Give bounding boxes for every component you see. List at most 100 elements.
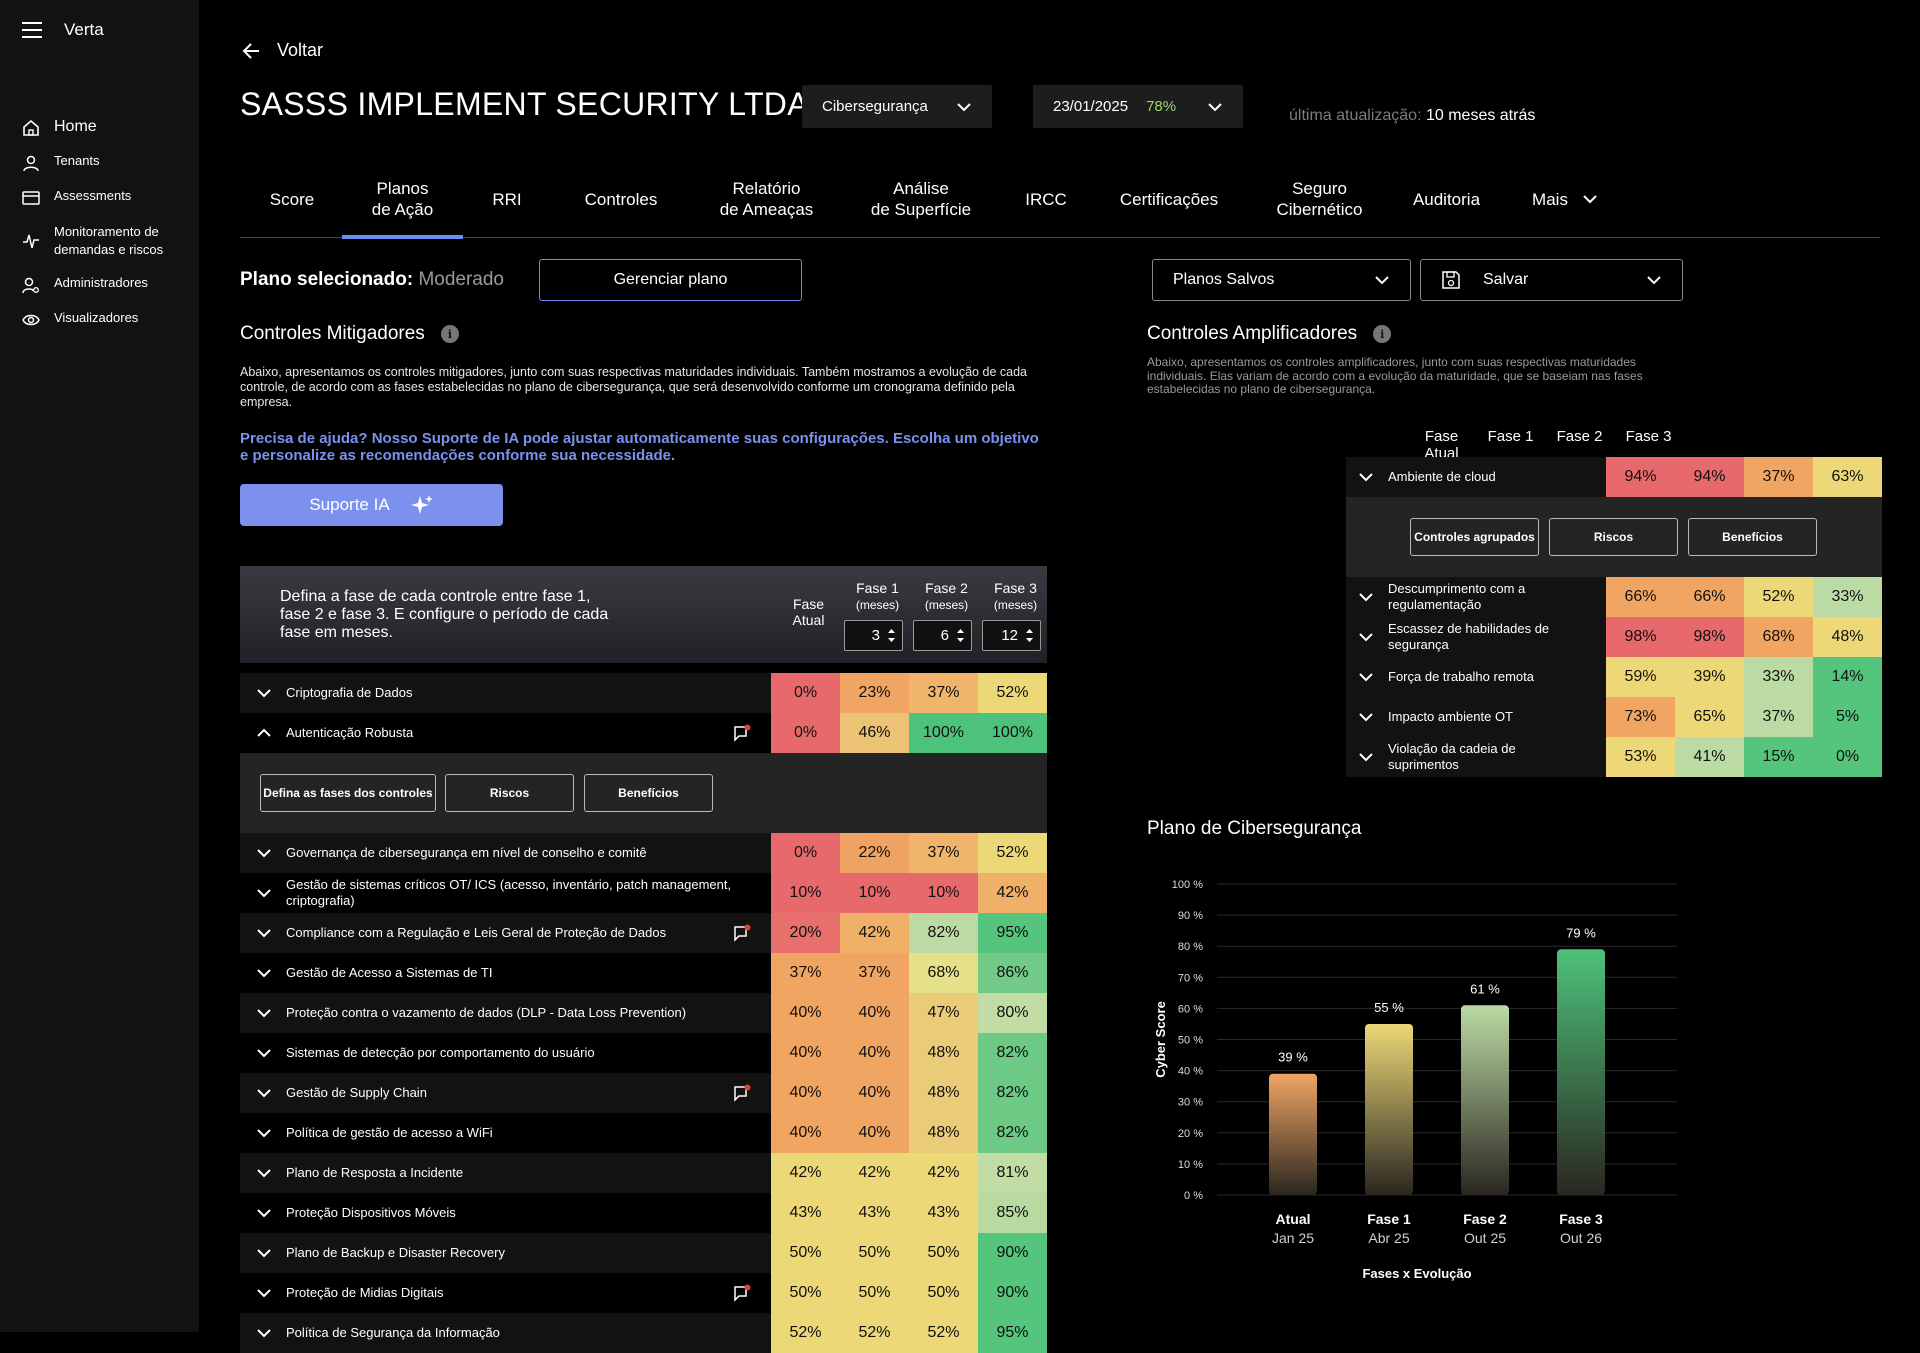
- maturity-cell: 40%: [771, 1033, 840, 1073]
- category-dropdown[interactable]: Cibersegurança: [802, 85, 992, 128]
- manage-plan-button[interactable]: Gerenciar plano: [539, 259, 802, 301]
- table-row[interactable]: Proteção Dispositivos Móveis 43% 43% 43% 85%: [240, 1193, 1047, 1233]
- chevron-down-icon[interactable]: [256, 1085, 272, 1101]
- table-row[interactable]: Autenticação Robusta 0% 46% 100% 100%: [240, 713, 1047, 753]
- tab-3[interactable]: Controles: [550, 160, 692, 238]
- row-label-cell: Proteção de Midias Digitais: [240, 1273, 771, 1313]
- chevron-down-icon[interactable]: [256, 1325, 272, 1341]
- chevron-down-icon[interactable]: [1358, 469, 1374, 485]
- table-row[interactable]: Gestão de Acesso a Sistemas de TI 37% 37% 6…: [240, 953, 1047, 993]
- fase-2-months-stepper[interactable]: 6: [913, 620, 972, 651]
- tab-9[interactable]: Auditoria: [1390, 160, 1503, 238]
- sidebar-item-home[interactable]: Home: [0, 118, 199, 153]
- table-row[interactable]: Plano de Resposta a Incidente 42% 42% 42% 81…: [240, 1153, 1047, 1193]
- chevron-down-icon[interactable]: [1358, 629, 1374, 645]
- chevron-up-icon[interactable]: [256, 725, 272, 741]
- table-row[interactable]: Sistemas de detecção por comportamento d…: [240, 1033, 1047, 1073]
- amp-table-row[interactable]: Impacto ambiente OT 73% 65% 37% 5%: [1346, 697, 1882, 737]
- risks-button[interactable]: Riscos: [445, 774, 574, 812]
- chevron-down-icon[interactable]: [1358, 669, 1374, 685]
- grouped-controls-button[interactable]: Controles agrupados: [1410, 518, 1539, 556]
- chevron-down-icon[interactable]: [1358, 709, 1374, 725]
- amp-table-row[interactable]: Violação da cadeia de suprimentos 53% 41% 1…: [1346, 737, 1882, 777]
- table-row[interactable]: Política de gestão de acesso a WiFi 40% 40…: [240, 1113, 1047, 1153]
- date-dropdown[interactable]: 23/01/2025 78%: [1033, 85, 1243, 128]
- maturity-cell: 85%: [978, 1193, 1047, 1233]
- amp-table-row[interactable]: Ambiente de cloud 94% 94% 37% 63%: [1346, 457, 1882, 497]
- saved-plans-dropdown[interactable]: Planos Salvos: [1152, 259, 1411, 301]
- sidebar-item-administradores[interactable]: Administradores: [0, 275, 199, 310]
- table-row[interactable]: Proteção de Midias Digitais 50% 50% 50% 90%: [240, 1273, 1047, 1313]
- sidebar-item-assessments[interactable]: Assessments: [0, 188, 199, 223]
- benefits-button[interactable]: Benefícios: [584, 774, 713, 812]
- maturity-cell: 5%: [1813, 697, 1882, 737]
- bar-fase-3[interactable]: [1557, 949, 1605, 1195]
- amp-table-row[interactable]: Descumprimento com a regulamentação 66% 66…: [1346, 577, 1882, 617]
- tab-1[interactable]: Planos de Ação: [342, 160, 463, 239]
- amp-table-row[interactable]: Escassez de habilidades de segurança 98% 9…: [1346, 617, 1882, 657]
- bar-fase-1[interactable]: [1365, 1023, 1413, 1195]
- sidebar-item-visualizadores[interactable]: Visualizadores: [0, 310, 199, 345]
- tab-10[interactable]: Mais: [1510, 160, 1620, 238]
- stepper-arrows-icon[interactable]: [956, 627, 965, 644]
- tab-2[interactable]: RRI: [472, 160, 542, 238]
- tab-0[interactable]: Score: [240, 160, 344, 238]
- chevron-down-icon[interactable]: [256, 885, 272, 901]
- bar-fase-2[interactable]: [1461, 1005, 1509, 1195]
- back-button[interactable]: Voltar: [241, 40, 323, 61]
- table-row[interactable]: Política de Segurança da Informação 52% 52…: [240, 1313, 1047, 1353]
- tab-7[interactable]: Certificações: [1100, 160, 1238, 238]
- define-phases-button[interactable]: Defina as fases dos controles: [260, 774, 436, 812]
- bar-atual[interactable]: [1269, 1073, 1317, 1195]
- table-row[interactable]: Gestão de sistemas críticos OT/ ICS (ace…: [240, 873, 1047, 913]
- chevron-down-icon[interactable]: [256, 685, 272, 701]
- amp-benefits-button[interactable]: Benefícios: [1688, 518, 1817, 556]
- chevron-down-icon[interactable]: [256, 965, 272, 981]
- stepper-arrows-icon[interactable]: [887, 627, 896, 644]
- hamburger-menu-icon[interactable]: [22, 22, 42, 38]
- chevron-down-icon[interactable]: [256, 925, 272, 941]
- table-row[interactable]: Criptografia de Dados 0% 23% 37% 52%: [240, 673, 1047, 713]
- amp-risks-button[interactable]: Riscos: [1549, 518, 1678, 556]
- tab-6[interactable]: IRCC: [1006, 160, 1086, 238]
- tab-4[interactable]: Relatório de Ameaças: [698, 160, 835, 238]
- chevron-down-icon[interactable]: [256, 1285, 272, 1301]
- fase-1-months-stepper[interactable]: 3: [844, 620, 903, 651]
- info-icon[interactable]: i: [440, 325, 459, 343]
- table-row[interactable]: Governança de cibersegurança em nível de…: [240, 833, 1047, 873]
- table-row[interactable]: Proteção contra o vazamento de dados (DL…: [240, 993, 1047, 1033]
- chevron-down-icon[interactable]: [256, 845, 272, 861]
- x-category-label: Fase 1: [1367, 1211, 1411, 1227]
- table-row[interactable]: Plano de Backup e Disaster Recovery 50% 50…: [240, 1233, 1047, 1273]
- chevron-down-icon[interactable]: [256, 1245, 272, 1261]
- table-row[interactable]: Compliance com a Regulação e Leis Geral …: [240, 913, 1047, 953]
- fase-3-months-stepper[interactable]: 12: [982, 620, 1041, 651]
- save-dropdown[interactable]: Salvar: [1420, 259, 1683, 301]
- comment-notification-icon[interactable]: [733, 1284, 751, 1302]
- selected-plan-value: Moderado: [418, 269, 504, 290]
- chevron-down-icon[interactable]: [256, 1005, 272, 1021]
- comment-notification-icon[interactable]: [733, 724, 751, 742]
- app-logo[interactable]: Verta: [64, 20, 104, 39]
- chevron-down-icon[interactable]: [256, 1165, 272, 1181]
- stepper-arrows-icon[interactable]: [1025, 627, 1034, 644]
- sidebar-item-tenants[interactable]: Tenants: [0, 153, 199, 188]
- col-label: Fase 2: [925, 580, 968, 596]
- row-label-cell: Violação da cadeia de suprimentos: [1346, 737, 1606, 777]
- tab-8[interactable]: Seguro Cibernético: [1255, 160, 1384, 238]
- ai-support-button[interactable]: Suporte IA: [240, 484, 503, 526]
- chevron-down-icon[interactable]: [1358, 589, 1374, 605]
- chevron-down-icon[interactable]: [1358, 749, 1374, 765]
- sidebar-item-monitoramento[interactable]: Monitoramento de demandas e riscos: [0, 223, 199, 275]
- amp-table-row[interactable]: Força de trabalho remota 59% 39% 33% 14%: [1346, 657, 1882, 697]
- comment-notification-icon[interactable]: [733, 1084, 751, 1102]
- tab-5[interactable]: Análise de Superfície: [849, 160, 993, 238]
- chevron-down-icon[interactable]: [256, 1045, 272, 1061]
- row-label: Política de Segurança da Informação: [286, 1325, 500, 1340]
- table-row[interactable]: Gestão de Supply Chain 40% 40% 48% 82%: [240, 1073, 1047, 1113]
- info-icon[interactable]: i: [1373, 325, 1392, 343]
- comment-notification-icon[interactable]: [733, 924, 751, 942]
- row-label-cell: Ambiente de cloud: [1346, 457, 1606, 497]
- chevron-down-icon[interactable]: [256, 1125, 272, 1141]
- chevron-down-icon[interactable]: [256, 1205, 272, 1221]
